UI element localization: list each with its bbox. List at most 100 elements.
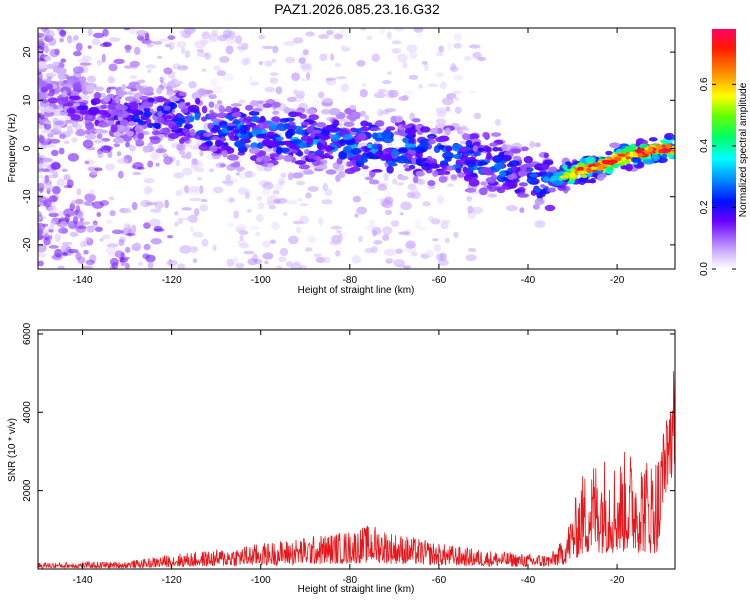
- spectral-blob: [66, 107, 76, 114]
- noise-blob: [402, 90, 414, 95]
- noise-blob: [147, 69, 152, 73]
- noise-blob: [319, 53, 328, 62]
- noise-blob: [393, 28, 405, 33]
- spectral-blob: [219, 137, 227, 142]
- y-tick-label: -10: [22, 189, 33, 204]
- noise-blob: [174, 221, 179, 227]
- noise-blob: [48, 234, 53, 240]
- spectral-blob: [147, 142, 153, 148]
- spectral-blob: [651, 154, 661, 162]
- spectral-blob: [438, 170, 446, 176]
- noise-blob: [452, 90, 462, 95]
- spectral-blob: [428, 135, 436, 140]
- spectral-blob: [180, 108, 189, 114]
- spectral-blob: [45, 72, 57, 77]
- noise-blob: [273, 199, 281, 204]
- noise-blob: [175, 189, 182, 197]
- noise-blob: [92, 32, 105, 39]
- noise-blob: [86, 225, 95, 233]
- noise-blob: [150, 237, 162, 245]
- spectral-blob: [185, 102, 191, 106]
- noise-blob: [383, 248, 396, 257]
- x-tick-label: -40: [521, 275, 536, 286]
- noise-blob: [190, 146, 200, 150]
- noise-blob: [280, 172, 287, 178]
- noise-blob: [383, 172, 389, 182]
- noise-blob: [111, 261, 119, 269]
- noise-blob: [377, 88, 387, 93]
- noise-blob: [143, 178, 155, 184]
- noise-blob: [422, 201, 431, 207]
- spectral-blob: [219, 163, 226, 168]
- spectral-blob: [397, 175, 409, 181]
- noise-blob: [392, 178, 398, 185]
- spectral-blob: [147, 97, 155, 103]
- noise-blob: [166, 234, 174, 239]
- spectral-blob: [457, 171, 465, 179]
- spectral-blob: [288, 144, 301, 150]
- noise-blob: [102, 28, 109, 37]
- spectral-blob: [368, 179, 380, 185]
- noise-blob: [427, 216, 435, 222]
- spectral-blob: [499, 170, 506, 177]
- spectral-blob: [43, 105, 55, 113]
- spectral-blob: [606, 166, 614, 171]
- noise-blob: [384, 209, 393, 216]
- noise-blob: [354, 213, 359, 218]
- spectral-blob: [305, 108, 317, 115]
- noise-blob: [227, 30, 236, 40]
- noise-blob: [428, 83, 438, 88]
- spectral-blob: [505, 204, 518, 212]
- noise-blob: [264, 260, 269, 265]
- spectral-blob: [507, 181, 517, 189]
- noise-blob: [38, 174, 46, 179]
- noise-blob: [439, 81, 448, 90]
- noise-blob: [59, 30, 67, 38]
- spectral-blob: [191, 158, 198, 166]
- noise-blob: [187, 245, 192, 250]
- noise-blob: [398, 231, 410, 235]
- noise-blob: [72, 66, 85, 74]
- spectral-blob: [486, 184, 492, 190]
- noise-blob: [38, 243, 47, 253]
- spectral-blob: [124, 96, 137, 102]
- spectral-blob: [661, 153, 668, 159]
- spectral-blob: [97, 122, 110, 128]
- spectral-blob: [350, 148, 362, 155]
- spectral-blob: [462, 133, 471, 141]
- spectral-blob: [70, 114, 82, 121]
- noise-blob: [94, 86, 105, 92]
- spectral-blob: [135, 139, 145, 147]
- noise-blob: [473, 112, 482, 120]
- spectral-blob: [187, 104, 200, 113]
- noise-blob: [46, 131, 54, 140]
- noise-blob: [436, 51, 444, 57]
- spectral-blob: [94, 128, 106, 134]
- spectral-blob: [343, 121, 355, 127]
- spectral-blob: [477, 147, 485, 152]
- y-tick-label: 2000: [22, 479, 33, 502]
- spectral-blob: [372, 143, 379, 150]
- noise-blob: [387, 71, 392, 75]
- spectral-blob: [350, 111, 360, 119]
- noise-blob: [149, 218, 161, 227]
- spectral-blob: [480, 181, 488, 186]
- noise-blob: [333, 33, 344, 40]
- noise-blob: [385, 258, 394, 263]
- spectral-blob: [466, 195, 473, 202]
- spectral-blob: [291, 172, 304, 179]
- spectral-blob: [523, 155, 533, 164]
- peak-blob: [594, 162, 601, 166]
- noise-blob: [177, 65, 189, 71]
- spectral-blob: [188, 81, 197, 89]
- noise-blob: [400, 201, 412, 211]
- spectral-blob: [492, 146, 500, 152]
- noise-blob: [283, 40, 295, 47]
- spectral-blob: [328, 155, 334, 160]
- noise-blob: [454, 97, 460, 101]
- peak-blob: [568, 172, 576, 178]
- spectral-blob: [114, 95, 121, 104]
- spectral-blob: [435, 118, 447, 125]
- noise-blob: [325, 29, 334, 36]
- spectral-blob: [275, 136, 284, 141]
